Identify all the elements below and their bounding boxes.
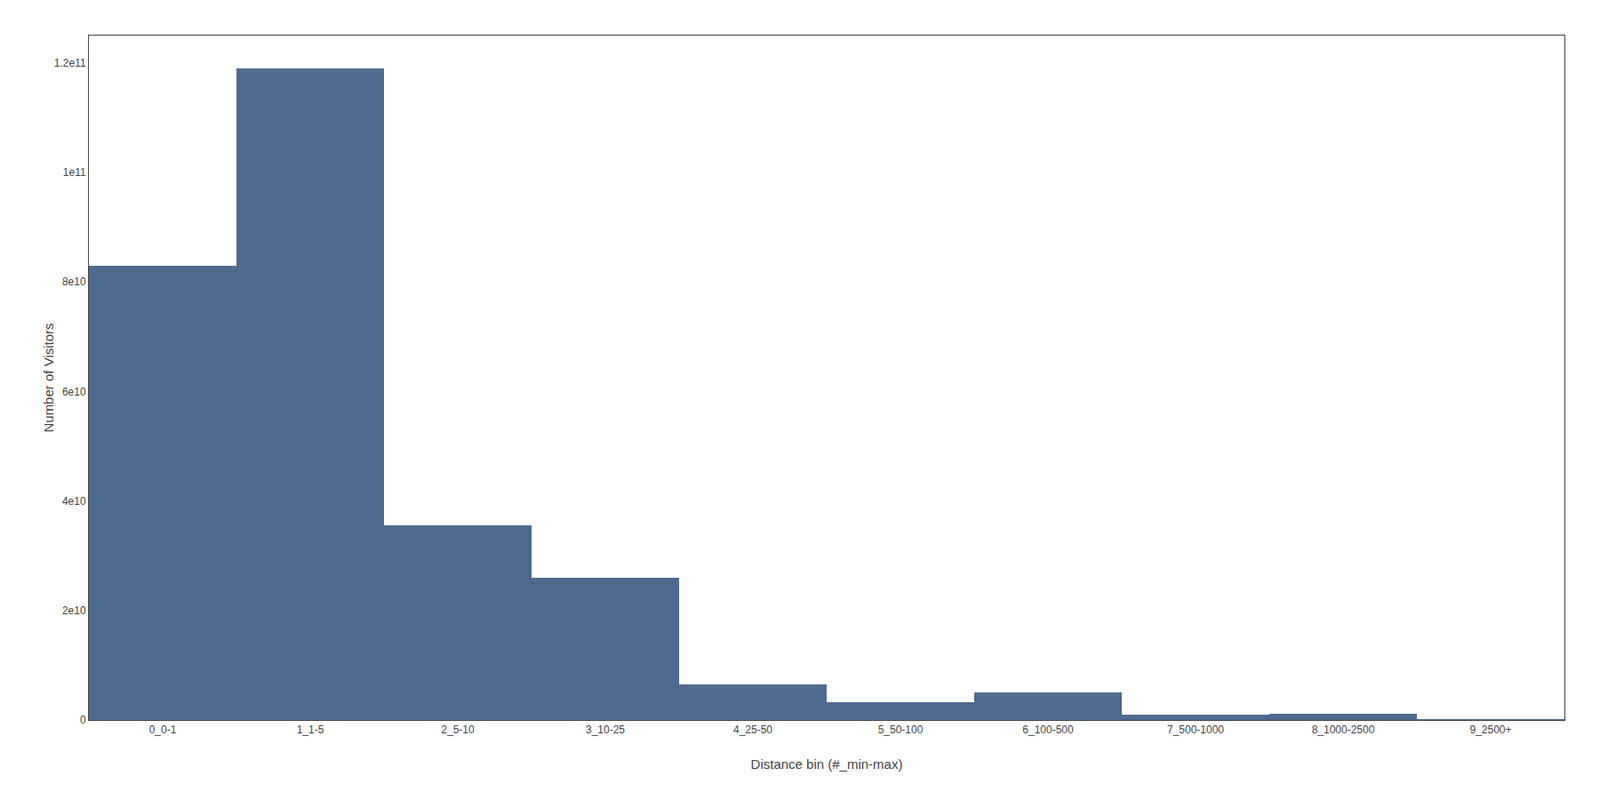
svg-text:Distance bin (#_min-max): Distance bin (#_min-max) (751, 756, 904, 772)
svg-text:1.2e11: 1.2e11 (54, 56, 87, 70)
svg-text:9_2500+: 9_2500+ (1469, 723, 1512, 736)
svg-text:1e11: 1e11 (63, 166, 87, 179)
svg-text:Number of Visitors: Number of Visitors (40, 322, 56, 432)
svg-text:3_10-25: 3_10-25 (585, 723, 625, 736)
svg-text:0: 0 (80, 713, 87, 727)
svg-text:8_1000-2500: 8_1000-2500 (1312, 723, 1376, 736)
svg-text:5_50-100: 5_50-100 (878, 723, 924, 736)
svg-text:0_0-1: 0_0-1 (149, 723, 177, 736)
svg-text:7_500-1000: 7_500-1000 (1167, 723, 1224, 736)
svg-text:4_25-50: 4_25-50 (733, 723, 773, 736)
svg-text:4e10: 4e10 (62, 495, 87, 508)
svg-text:6_100-500: 6_100-500 (1022, 723, 1074, 736)
svg-text:1_1-5: 1_1-5 (296, 723, 325, 736)
svg-text:2e10: 2e10 (62, 604, 87, 617)
svg-text:2_5-10: 2_5-10 (440, 723, 475, 736)
svg-text:6e10: 6e10 (62, 385, 87, 399)
svg-text:8e10: 8e10 (62, 275, 87, 288)
